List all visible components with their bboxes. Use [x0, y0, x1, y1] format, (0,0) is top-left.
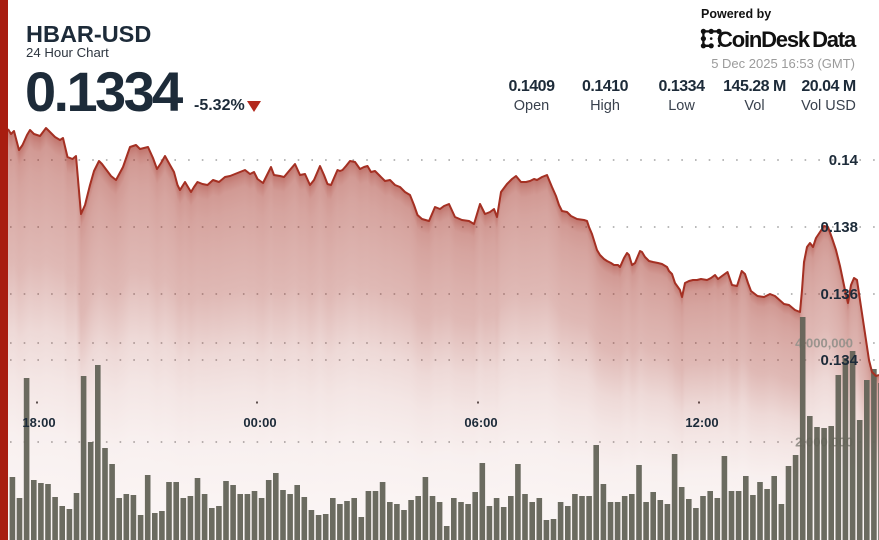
svg-text:00:00: 00:00 [243, 415, 276, 430]
svg-text:06:00: 06:00 [464, 415, 497, 430]
svg-text:4,000,000: 4,000,000 [795, 336, 853, 351]
svg-text:18:00: 18:00 [22, 415, 55, 430]
svg-text:0.134: 0.134 [820, 352, 858, 369]
svg-text:12:00: 12:00 [685, 415, 718, 430]
svg-text:0.136: 0.136 [820, 286, 858, 303]
svg-text:0.138: 0.138 [820, 219, 858, 236]
svg-text:0.14: 0.14 [829, 152, 859, 169]
